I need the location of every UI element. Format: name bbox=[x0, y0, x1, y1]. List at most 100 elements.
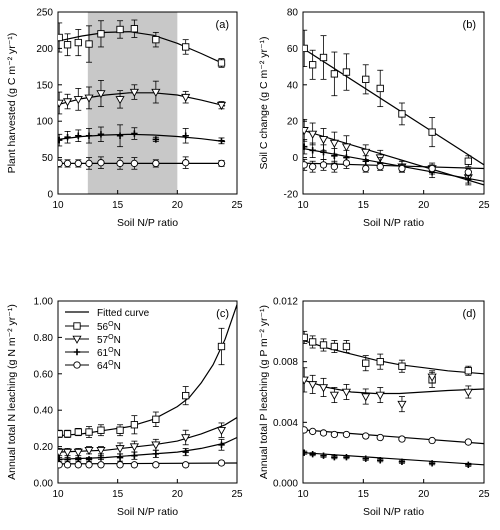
x-tick-label: 10 bbox=[297, 489, 309, 500]
data-point bbox=[342, 430, 351, 439]
data-point bbox=[362, 158, 369, 165]
y-axis-label: Annual total N leaching (g N m⁻² yr⁻¹) bbox=[6, 304, 18, 480]
legend-marker bbox=[73, 361, 81, 369]
series-circle bbox=[303, 426, 484, 446]
chart-panel-4: 10 15 20 25 0.000 0.004 0.008 0.012 (d) Soil N/P … bbox=[258, 297, 490, 519]
data-point bbox=[74, 38, 82, 47]
data-point bbox=[398, 458, 406, 465]
x-tick-label: 25 bbox=[478, 200, 490, 211]
x-tick-label: 10 bbox=[52, 200, 64, 211]
data-point bbox=[329, 139, 339, 148]
data-point bbox=[85, 461, 93, 469]
data-point bbox=[362, 455, 369, 462]
data-point bbox=[342, 68, 351, 76]
data-point bbox=[151, 88, 161, 98]
data-point bbox=[320, 148, 327, 156]
data-point bbox=[152, 136, 160, 143]
plot-frame bbox=[57, 300, 238, 484]
series-triangle-down bbox=[58, 80, 227, 115]
data-point bbox=[58, 159, 63, 168]
y-tick-label: 50 bbox=[42, 153, 54, 164]
y-tick-label: 100 bbox=[36, 117, 53, 128]
data-point bbox=[97, 131, 105, 138]
y-axis-label: Annual total P leaching (g P m⁻² yr⁻¹) bbox=[258, 305, 270, 479]
y-tick-label: 0.008 bbox=[273, 357, 298, 368]
data-point bbox=[330, 342, 339, 351]
data-point bbox=[361, 393, 371, 402]
data-point bbox=[376, 358, 384, 366]
data-point bbox=[182, 448, 189, 456]
data-point bbox=[58, 99, 64, 108]
data-point bbox=[330, 70, 339, 78]
data-point bbox=[129, 443, 139, 452]
data-point bbox=[362, 164, 370, 173]
data-point bbox=[85, 40, 93, 48]
data-point bbox=[216, 101, 227, 111]
data-point bbox=[97, 159, 105, 167]
data-point bbox=[398, 110, 406, 118]
data-point bbox=[303, 143, 308, 150]
data-point bbox=[320, 452, 327, 459]
y-tick-label: 0.012 bbox=[273, 297, 298, 308]
x-tick-label: 25 bbox=[231, 489, 243, 500]
data-point bbox=[377, 457, 384, 464]
data-point bbox=[152, 36, 160, 44]
y-tick-label: 0.80 bbox=[34, 333, 54, 344]
x-tick-label: 10 bbox=[52, 489, 64, 500]
fitted-curve bbox=[303, 452, 484, 466]
y-tick-label: 250 bbox=[36, 8, 53, 19]
x-axis-label: Soil N/P ratio bbox=[117, 506, 178, 518]
data-point bbox=[428, 436, 436, 445]
data-point bbox=[58, 33, 63, 42]
data-point bbox=[116, 25, 124, 34]
x-axis-label: Soil N/P ratio bbox=[363, 217, 424, 229]
data-point bbox=[73, 448, 83, 457]
data-point bbox=[151, 441, 161, 450]
data-point bbox=[319, 429, 328, 437]
data-point bbox=[308, 130, 318, 139]
data-point bbox=[464, 367, 472, 375]
data-point bbox=[303, 161, 308, 169]
data-point bbox=[97, 454, 105, 461]
x-tick-label: 10 bbox=[297, 200, 309, 211]
data-point bbox=[85, 159, 93, 168]
data-point bbox=[217, 342, 226, 351]
data-point bbox=[97, 426, 105, 434]
y-tick-label: 0.40 bbox=[34, 406, 54, 417]
legend-entry: 56ON bbox=[97, 321, 121, 333]
data-point bbox=[464, 157, 472, 165]
data-point bbox=[398, 362, 406, 370]
data-point bbox=[342, 342, 351, 351]
data-point bbox=[303, 44, 308, 53]
data-point bbox=[465, 461, 472, 468]
x-tick-label: 15 bbox=[112, 200, 124, 211]
data-point bbox=[329, 391, 339, 400]
x-tick-label: 25 bbox=[478, 489, 490, 500]
data-point bbox=[362, 432, 370, 440]
data-point bbox=[181, 434, 191, 443]
panel-label: (b) bbox=[463, 19, 476, 31]
data-point bbox=[130, 461, 139, 469]
panel-label: (c) bbox=[216, 308, 229, 320]
data-point bbox=[96, 90, 106, 99]
data-point bbox=[131, 452, 138, 459]
data-point bbox=[115, 445, 125, 454]
data-point bbox=[84, 446, 94, 456]
legend-title: Fitted curve bbox=[97, 308, 150, 319]
x-tick-label: 20 bbox=[418, 200, 430, 211]
series-cross bbox=[58, 436, 237, 463]
data-point bbox=[182, 461, 190, 469]
legend-marker bbox=[72, 335, 82, 344]
data-point bbox=[362, 75, 370, 83]
data-point bbox=[182, 132, 189, 139]
y-tick-label: 20 bbox=[287, 117, 299, 128]
y-tick-label: 0.000 bbox=[273, 479, 298, 490]
fitted-curve bbox=[303, 162, 484, 170]
data-point bbox=[116, 132, 124, 139]
data-point bbox=[130, 25, 139, 33]
data-point bbox=[398, 164, 406, 173]
series-cross bbox=[303, 138, 484, 186]
data-point bbox=[74, 428, 82, 436]
